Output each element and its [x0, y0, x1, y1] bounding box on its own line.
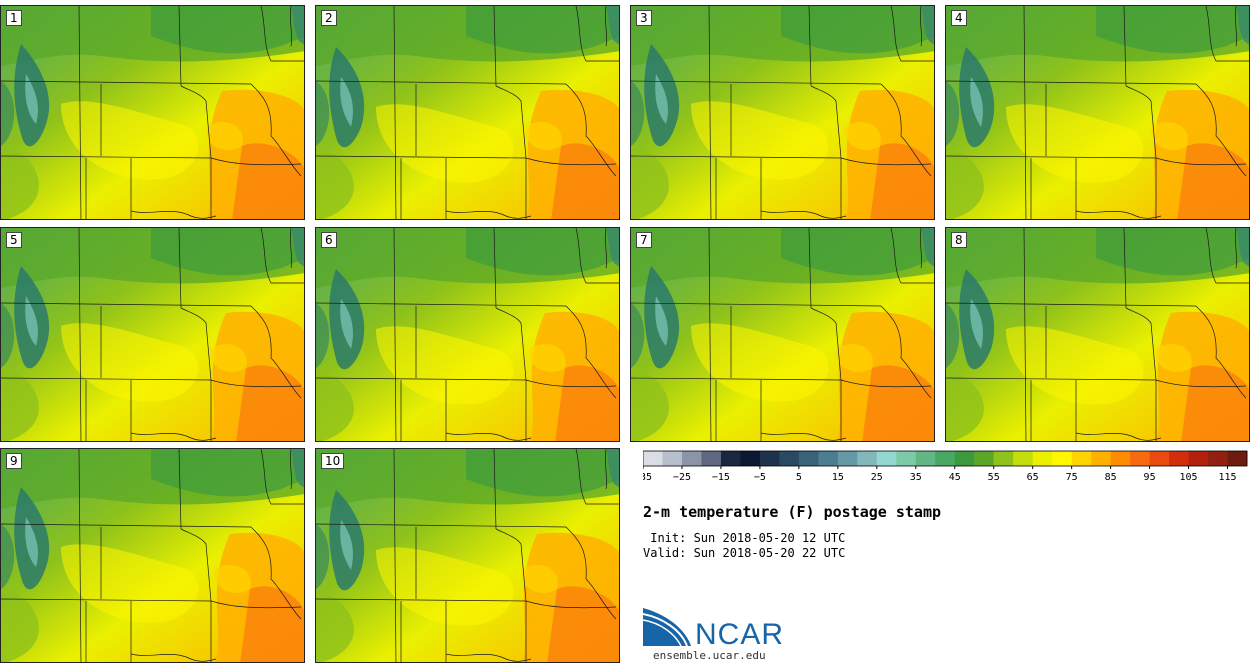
ensemble-member-panel: 3 — [630, 5, 935, 220]
colorbar-bin — [1208, 451, 1228, 466]
temperature-map — [316, 228, 619, 441]
colorbar-tick-label: 95 — [1144, 472, 1156, 483]
colorbar-bin — [662, 451, 683, 466]
ensemble-member-panel: 1 — [0, 5, 305, 220]
valid-time: Valid: Sun 2018-05-20 22 UTC — [643, 546, 846, 560]
colorbar-bin — [1091, 451, 1111, 466]
colorbar-bin — [837, 451, 858, 466]
temperature-map — [946, 228, 1249, 441]
ensemble-member-panel: 5 — [0, 227, 305, 442]
member-number-label: 2 — [321, 10, 337, 26]
ncar-logo-text: NCAR — [695, 618, 784, 648]
colorbar-tick-label: 55 — [988, 472, 1000, 483]
ensemble-member-panel: 7 — [630, 227, 935, 442]
colorbar-bin — [954, 451, 975, 466]
init-time: Init: Sun 2018-05-20 12 UTC — [643, 531, 846, 545]
colorbar-bin — [1032, 451, 1053, 466]
member-number-label: 7 — [636, 232, 652, 248]
temperature-map — [946, 6, 1249, 219]
colorbar-bin — [1110, 451, 1131, 466]
ensemble-url: ensemble.ucar.edu — [653, 649, 766, 662]
temperature-map — [1, 449, 304, 662]
colorbar-bin — [1071, 451, 1092, 466]
colorbar-bin — [720, 451, 741, 466]
colorbar-tick-label: −5 — [754, 472, 766, 483]
member-number-label: 6 — [321, 232, 337, 248]
colorbar-bin — [1227, 451, 1248, 466]
member-number-label: 1 — [6, 10, 22, 26]
colorbar-bin — [876, 451, 897, 466]
colorbar-bin — [643, 451, 663, 466]
colorbar-bin — [681, 451, 702, 466]
temperature-map — [631, 228, 934, 441]
colorbar-bin — [701, 451, 722, 466]
colorbar-tick-label: 105 — [1180, 472, 1198, 483]
ensemble-member-panel: 10 — [315, 448, 620, 663]
colorbar-bin — [798, 451, 819, 466]
colorbar-tick-label: 15 — [832, 472, 844, 483]
member-number-label: 10 — [321, 453, 345, 469]
member-number-label: 8 — [951, 232, 967, 248]
colorbar-bin — [896, 451, 917, 466]
temperature-map — [1, 228, 304, 441]
colorbar-bin — [857, 451, 878, 466]
colorbar-tick-label: 45 — [949, 472, 961, 483]
colorbar-bin — [915, 451, 936, 466]
colorbar-bin — [935, 451, 956, 466]
colorbar-bin — [993, 451, 1014, 466]
colorbar-tick-label: −15 — [712, 472, 730, 483]
temperature-map — [316, 6, 619, 219]
colorbar-bin — [1013, 451, 1033, 466]
ensemble-member-panel: 6 — [315, 227, 620, 442]
colorbar-bin — [1130, 451, 1150, 466]
colorbar-bin — [974, 451, 995, 466]
member-number-label: 3 — [636, 10, 652, 26]
colorbar-tick-label: −25 — [673, 472, 691, 483]
colorbar-outline — [643, 450, 1248, 467]
ensemble-member-panel: 9 — [0, 448, 305, 663]
temperature-map — [1, 6, 304, 219]
colorbar-tick-label: 25 — [871, 472, 883, 483]
temperature-colorbar: −35 −25 −15 −5 5 15 25 35 45 55 65 75 85 95 105 115 — [643, 450, 1248, 483]
colorbar-bin — [818, 451, 839, 466]
member-number-label: 5 — [6, 232, 22, 248]
colorbar-bin — [740, 451, 761, 466]
colorbar-tick-label: 115 — [1218, 472, 1236, 483]
colorbar-tick-label: 65 — [1027, 472, 1039, 483]
colorbar-bin — [1149, 451, 1170, 466]
colorbar-tick-label: 75 — [1066, 472, 1078, 483]
colorbar-bin — [1188, 451, 1209, 466]
colorbar-tick-label: 5 — [796, 472, 802, 483]
colorbar-tick-label: 35 — [910, 472, 922, 483]
ensemble-member-panel: 8 — [945, 227, 1250, 442]
figure-title: 2-m temperature (F) postage stamp — [643, 503, 942, 521]
colorbar-bin — [1169, 451, 1189, 466]
colorbar-bin — [759, 451, 780, 466]
temperature-map — [316, 449, 619, 662]
colorbar-bin — [779, 451, 800, 466]
member-number-label: 4 — [951, 10, 967, 26]
colorbar-bin — [1052, 451, 1072, 466]
colorbar-tick-label: 85 — [1105, 472, 1117, 483]
ensemble-member-panel: 4 — [945, 5, 1250, 220]
temperature-map — [631, 6, 934, 219]
colorbar-tick-label: −35 — [643, 472, 652, 483]
ensemble-member-panel: 2 — [315, 5, 620, 220]
member-number-label: 9 — [6, 453, 22, 469]
ncar-logo: NCAR — [643, 608, 784, 648]
